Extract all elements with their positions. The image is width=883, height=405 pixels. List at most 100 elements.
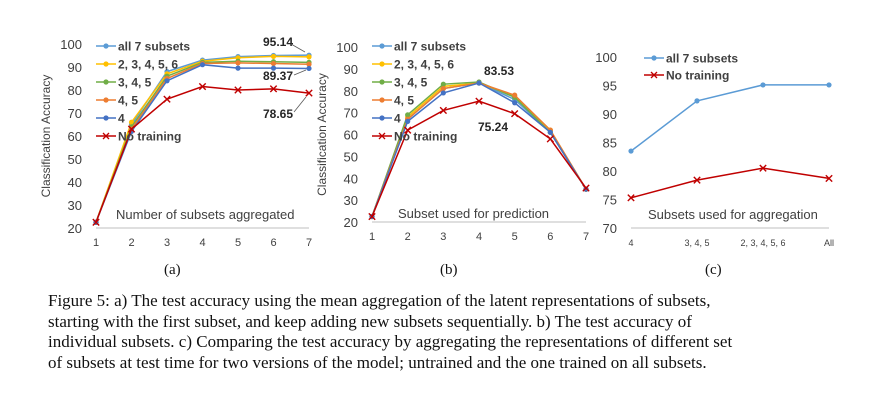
legend-label: 4, 5 [394,94,414,108]
legend-marker [102,132,110,140]
caption-line: of subsets at test time for two versions… [48,352,707,372]
data-label-leader [293,69,307,76]
data-point [440,90,446,96]
chart-a: 20 30 40 50 60 70 80 90 100 1 2 3 4 5 6 7 Classification… [39,35,313,249]
y-tick-label: 20 [344,215,358,230]
legend-label: No training [394,130,457,144]
data-point-x-marker [368,212,376,221]
panel-label-b: (b) [440,262,458,278]
data-point [199,62,206,68]
data-point [760,82,766,88]
x-tick-label: 5 [512,231,518,243]
x-tick-label: 3 [164,237,170,249]
y-tick-label: 100 [60,37,82,52]
legend-label: all 7 subsets [118,40,190,54]
y-tick-label: 70 [603,221,617,236]
y-tick-label: 75 [603,193,617,208]
y-tick-label: 60 [344,128,358,143]
x-tick-label: 3, 4, 5 [684,238,709,248]
y-tick-label: 70 [344,106,358,121]
data-point-x-marker [163,95,171,103]
y-axis-label: Classification Accuracy [315,73,329,196]
y-tick-label: 90 [344,62,358,77]
y-tick-label: 70 [68,106,82,121]
y-tick-label: 30 [344,193,358,208]
data-point [547,129,553,135]
y-tick-label: 60 [68,129,82,144]
data-point-x-marker [693,176,701,184]
data-point-x-marker [759,164,767,172]
x-tick-label: 4 [628,238,633,248]
legend-marker [379,115,385,121]
legend-label: 4, 5 [118,94,138,108]
legend-marker [379,79,385,85]
data-label: 95.14 [263,35,293,49]
data-point-x-marker [627,194,635,202]
data-point-x-marker [510,110,519,118]
data-label: 83.53 [484,64,514,78]
legend-label: 4 [118,112,125,126]
legend-label: 3, 4, 5 [394,76,428,90]
data-point-x-marker [825,174,833,183]
data-point [235,65,241,71]
data-point [440,85,446,92]
legend-label: 2, 3, 4, 5, 6 [394,58,454,72]
data-point [306,61,312,67]
x-tick-label: 2, 3, 4, 5, 6 [740,238,785,248]
data-label-leader [290,43,306,53]
x-axis-label: Subsets used for aggregation [648,207,818,222]
data-point [476,80,482,86]
data-point [694,98,700,104]
y-tick-label: 100 [336,40,358,55]
legend-label: 4 [394,112,401,126]
panel-label-a: (a) [164,262,181,278]
x-tick-label: 2 [128,237,134,249]
data-point [235,60,241,66]
legend-marker [379,61,385,67]
x-tick-label: 5 [235,237,241,249]
y-tick-label: 100 [595,50,617,65]
x-tick-label: 7 [306,237,312,249]
x-tick-label: 3 [440,231,446,243]
legend-marker [103,97,109,103]
data-point-x-marker [403,126,412,134]
data-point-x-marker [582,184,590,192]
y-tick-label: 85 [603,136,617,151]
y-tick-label: 90 [68,60,82,75]
data-point [164,78,170,84]
data-point [512,92,518,98]
chart-b: 20 30 40 50 60 70 80 90 100 1 2 3 4 5 6 7 Classification… [315,40,590,243]
data-point-x-marker [198,82,207,91]
y-tick-label: 80 [344,84,358,99]
x-tick-label: 6 [547,231,553,243]
y-tick-label: 20 [68,221,82,236]
y-tick-label: 95 [603,79,617,94]
data-point-x-marker [92,218,100,226]
panel-label-c: (c) [705,262,722,278]
legend-marker [103,61,109,67]
y-tick-label: 80 [603,164,617,179]
data-point-x-marker [475,97,483,105]
legend-label: No training [118,130,181,144]
data-point [270,65,277,71]
x-tick-label: 4 [476,231,482,243]
x-tick-label: 6 [270,237,276,249]
data-point [826,82,832,88]
caption-line: individual subsets. c) Comparing the tes… [48,332,733,351]
legend-label: all 7 subsets [394,40,466,54]
data-label: 75.24 [478,120,508,134]
legend-marker [103,115,109,121]
x-tick-label: 7 [583,231,589,243]
data-point [512,100,518,106]
x-tick-label: 2 [405,231,411,243]
caption-line: starting with the first subset, and keep… [48,311,692,331]
y-tick-label: 40 [344,171,358,186]
series-line [630,167,830,199]
y-axis-label: Classification Accuracy [39,75,53,198]
data-point [440,81,446,87]
y-tick-label: 90 [603,107,617,122]
y-tick-label: 30 [68,198,82,213]
legend-label: 2, 3, 4, 5, 6 [118,58,178,72]
y-tick-label: 40 [68,175,82,190]
legend-marker [103,43,109,49]
